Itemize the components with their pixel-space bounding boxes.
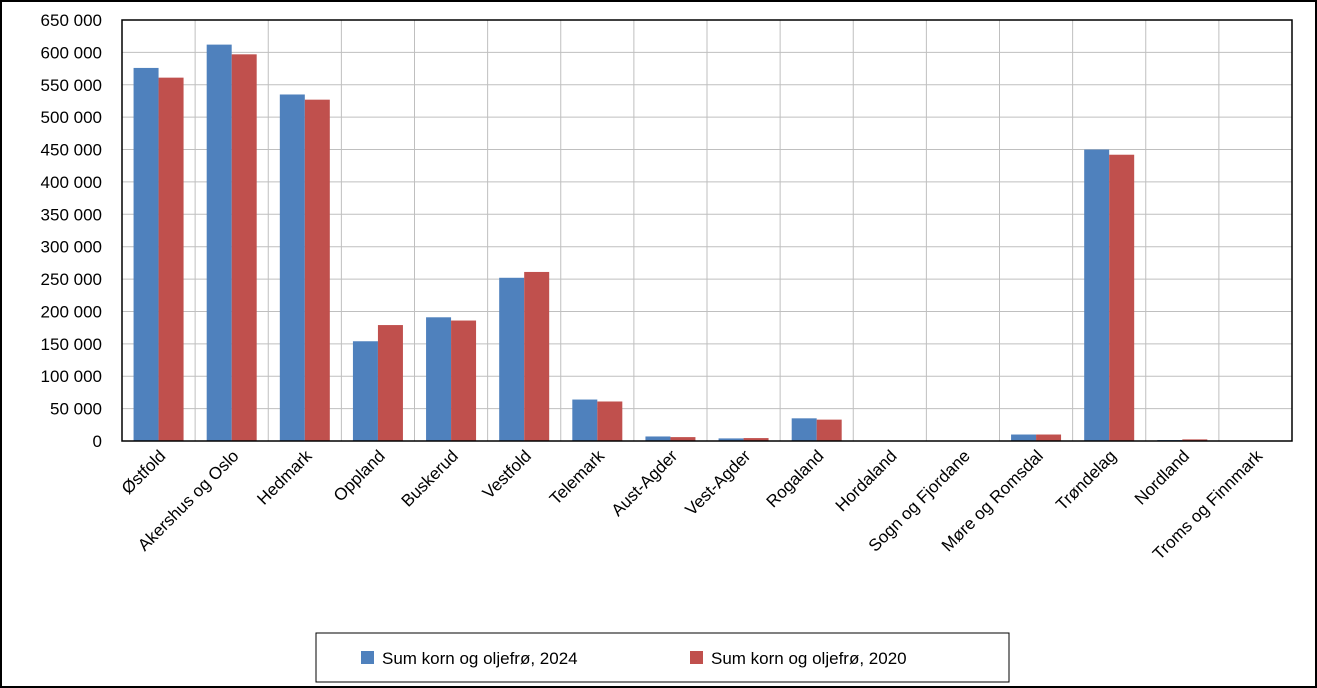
bar-2024 (572, 399, 598, 441)
y-tick-label: 650 000 (41, 11, 102, 30)
bar-2020 (1109, 154, 1135, 441)
y-tick-label: 600 000 (41, 43, 102, 62)
bar-2020 (377, 325, 403, 441)
y-tick-label: 250 000 (41, 270, 102, 289)
y-tick-label: 550 000 (41, 76, 102, 95)
y-tick-label: 50 000 (50, 400, 102, 419)
bars (133, 44, 1281, 442)
bar-2024 (645, 436, 671, 441)
plot-area-border (121, 19, 1293, 442)
bar-2020 (304, 99, 330, 442)
bar-2020 (816, 419, 842, 441)
bar-2024 (499, 277, 525, 441)
legend-box (315, 632, 1010, 683)
bar-2020 (524, 271, 550, 441)
bar-2020 (1036, 434, 1062, 441)
bar-2024 (133, 67, 159, 441)
bar-2024 (1084, 149, 1110, 442)
bar-2024 (426, 317, 452, 441)
y-tick-label: 0 (93, 432, 102, 451)
legend-swatch-2024 (361, 651, 374, 664)
bar-2024 (1011, 434, 1037, 441)
bar-2020 (158, 77, 184, 441)
legend-label-2024: Sum korn og oljefrø, 2024 (382, 649, 578, 668)
legend-swatch-2020 (690, 651, 703, 664)
bar-2024 (718, 438, 744, 441)
bar-2020 (597, 401, 623, 441)
y-tick-label: 150 000 (41, 335, 102, 354)
y-tick-label: 200 000 (41, 302, 102, 321)
bar-2024 (206, 44, 232, 442)
legend-label-2020: Sum korn og oljefrø, 2020 (711, 649, 907, 668)
bar-2020 (451, 320, 477, 441)
y-tick-label: 450 000 (41, 141, 102, 160)
bar-2020 (231, 54, 257, 441)
bar-2020 (1182, 439, 1208, 441)
bar-2024 (791, 418, 817, 441)
y-tick-label: 400 000 (41, 173, 102, 192)
y-tick-label: 350 000 (41, 205, 102, 224)
bar-2020 (670, 437, 696, 441)
y-axis-ticks: 0 50 000 100 000 150 000 200 000 250 000 300 0… (41, 11, 102, 451)
y-tick-label: 500 000 (41, 108, 102, 127)
y-tick-label: 300 000 (41, 238, 102, 257)
legend: Sum korn og oljefrø, 2024 Sum korn og ol… (315, 632, 1010, 683)
bar-2024 (279, 94, 305, 441)
bar-2024 (352, 341, 378, 441)
y-tick-label: 100 000 (41, 367, 102, 386)
bar-2020 (743, 438, 769, 441)
